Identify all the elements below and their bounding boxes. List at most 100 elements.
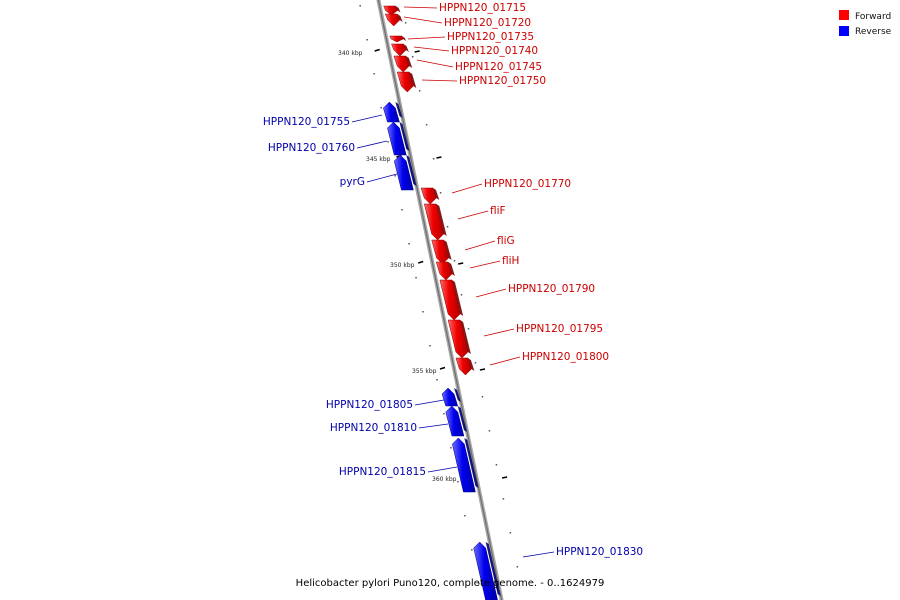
gene-arrow-HPPN120_01800[interactable] bbox=[455, 357, 472, 376]
major-tick bbox=[439, 366, 446, 370]
gene-side-HPPN120_01830 bbox=[485, 542, 501, 596]
minor-tick bbox=[509, 532, 512, 534]
minor-tick bbox=[502, 498, 505, 500]
gene-label-HPPN120_01720[interactable]: HPPN120_01720 bbox=[444, 17, 531, 29]
gene-side-HPPN120_01745 bbox=[405, 56, 413, 68]
gene-label-HPPN120_01755[interactable]: HPPN120_01755 bbox=[263, 116, 350, 128]
gene-label-pyrG[interactable]: pyrG bbox=[340, 176, 365, 188]
minor-tick bbox=[443, 413, 445, 415]
gene-label-HPPN120_01735[interactable]: HPPN120_01735 bbox=[447, 31, 534, 43]
gene-label-HPPN120_01800[interactable]: HPPN120_01800 bbox=[522, 351, 609, 363]
minor-tick bbox=[488, 430, 491, 432]
gene-arrow-HPPN120_01715[interactable] bbox=[383, 5, 398, 16]
gene-arrow-pyrG[interactable] bbox=[393, 154, 414, 191]
label-leader bbox=[522, 551, 555, 558]
gene-arrow-HPPN120_01740[interactable] bbox=[391, 43, 407, 57]
gene-arrow-HPPN120_01795[interactable] bbox=[447, 319, 469, 359]
legend-reverse-swatch bbox=[839, 26, 849, 36]
tick-label: 340 kbp bbox=[338, 50, 363, 57]
minor-tick bbox=[467, 328, 470, 330]
minor-tick bbox=[450, 447, 452, 449]
gene-arrow-HPPN120_01720[interactable] bbox=[384, 13, 401, 27]
gene-label-HPPN120_01740[interactable]: HPPN120_01740 bbox=[451, 45, 538, 57]
gene-arrow-fliG[interactable] bbox=[431, 239, 449, 265]
gene-arrow-fliH[interactable] bbox=[435, 261, 453, 281]
major-ticks: 340 kbp 345 kbp 350 kbp 355 kbp 360 kbp bbox=[338, 48, 508, 483]
minor-tick bbox=[373, 73, 375, 75]
gene-label-fliH[interactable]: fliH bbox=[502, 255, 519, 267]
gene-label-HPPN120_01770[interactable]: HPPN120_01770 bbox=[484, 178, 571, 190]
minor-tick bbox=[478, 583, 480, 585]
gene-label-HPPN120_01715[interactable]: HPPN120_01715 bbox=[439, 2, 526, 14]
gene-labels: HPPN120_01715 HPPN120_01720 HPPN120_01735 H… bbox=[263, 2, 643, 558]
gene-arrow-fliF[interactable] bbox=[423, 203, 444, 241]
minor-tick bbox=[387, 141, 389, 143]
gene-label-HPPN120_01795[interactable]: HPPN120_01795 bbox=[516, 323, 603, 335]
tick-label: 345 kbp bbox=[366, 156, 391, 163]
label-leader bbox=[366, 173, 398, 183]
label-leader bbox=[451, 183, 483, 194]
label-leader bbox=[407, 36, 446, 40]
gene-side-HPPN120_01790 bbox=[451, 280, 464, 316]
minor-tick bbox=[404, 22, 407, 24]
minor-tick bbox=[422, 311, 424, 313]
gene-arrow-HPPN120_01770[interactable] bbox=[420, 187, 437, 205]
gene-arrow-HPPN120_01750[interactable] bbox=[396, 71, 414, 93]
minor-tick bbox=[516, 566, 519, 568]
gene-side-HPPN120_01755 bbox=[395, 102, 403, 118]
minor-tick bbox=[432, 158, 435, 160]
map-caption: Helicobacter pylori Puno120, complete ge… bbox=[295, 578, 605, 589]
gene-label-HPPN120_01745[interactable]: HPPN120_01745 bbox=[455, 61, 542, 73]
minor-tick bbox=[471, 549, 473, 551]
legend-forward-label: Forward bbox=[855, 12, 891, 22]
gene-label-fliF[interactable]: fliF bbox=[490, 205, 506, 217]
gene-side-pyrG bbox=[406, 155, 417, 186]
gene-label-fliG[interactable]: fliG bbox=[497, 235, 515, 247]
minor-tick bbox=[418, 90, 421, 92]
legend: Forward Reverse bbox=[839, 10, 892, 37]
label-leader bbox=[475, 288, 507, 298]
minor-tick bbox=[481, 396, 484, 398]
gene-side-HPPN120_01715 bbox=[395, 6, 401, 13]
gene-label-HPPN120_01815[interactable]: HPPN120_01815 bbox=[339, 466, 426, 478]
minor-tick bbox=[394, 175, 396, 177]
gene-arrow-HPPN120_01790[interactable] bbox=[439, 279, 461, 321]
label-leader bbox=[457, 210, 489, 220]
major-tick bbox=[374, 48, 380, 52]
minor-tick bbox=[359, 5, 361, 7]
legend-forward-swatch bbox=[839, 10, 849, 20]
major-tick bbox=[479, 368, 486, 371]
tick-label: 360 kbp bbox=[432, 476, 457, 483]
minor-tick bbox=[429, 345, 431, 347]
gene-arrow-HPPN120_01810[interactable] bbox=[445, 405, 465, 437]
minor-tick bbox=[495, 464, 498, 466]
gene-arrow-HPPN120_01815[interactable] bbox=[452, 437, 476, 493]
minor-tick bbox=[474, 362, 477, 364]
label-leader bbox=[413, 46, 450, 52]
gene-arrow-HPPN120_01735[interactable] bbox=[389, 35, 404, 43]
gene-label-HPPN120_01830[interactable]: HPPN120_01830 bbox=[556, 546, 643, 558]
minor-tick bbox=[453, 260, 456, 262]
label-leader bbox=[421, 79, 458, 82]
minor-tick bbox=[439, 192, 442, 194]
minor-tick bbox=[436, 379, 438, 381]
label-leader bbox=[403, 6, 438, 9]
minor-tick bbox=[408, 243, 410, 245]
gene-label-HPPN120_01760[interactable]: HPPN120_01760 bbox=[268, 142, 355, 154]
gene-side-HPPN120_01795 bbox=[460, 320, 471, 354]
gene-label-HPPN120_01790[interactable]: HPPN120_01790 bbox=[508, 283, 595, 295]
minor-tick bbox=[411, 56, 414, 58]
minor-ticks bbox=[359, 5, 519, 585]
label-leader bbox=[351, 114, 383, 123]
gene-arrow-HPPN120_01745[interactable] bbox=[393, 55, 410, 73]
gene-side-HPPN120_01770 bbox=[433, 188, 440, 200]
gene-arrow-HPPN120_01830[interactable] bbox=[473, 541, 498, 600]
label-leader bbox=[403, 16, 443, 24]
gene-side-HPPN120_01760 bbox=[399, 122, 410, 151]
label-leader bbox=[418, 423, 449, 429]
gene-label-HPPN120_01810[interactable]: HPPN120_01810 bbox=[330, 422, 417, 434]
gene-side-fliG bbox=[443, 240, 452, 260]
gene-label-HPPN120_01805[interactable]: HPPN120_01805 bbox=[326, 399, 413, 411]
gene-label-HPPN120_01750[interactable]: HPPN120_01750 bbox=[459, 75, 546, 87]
gene-side-HPPN120_01735 bbox=[401, 36, 407, 41]
